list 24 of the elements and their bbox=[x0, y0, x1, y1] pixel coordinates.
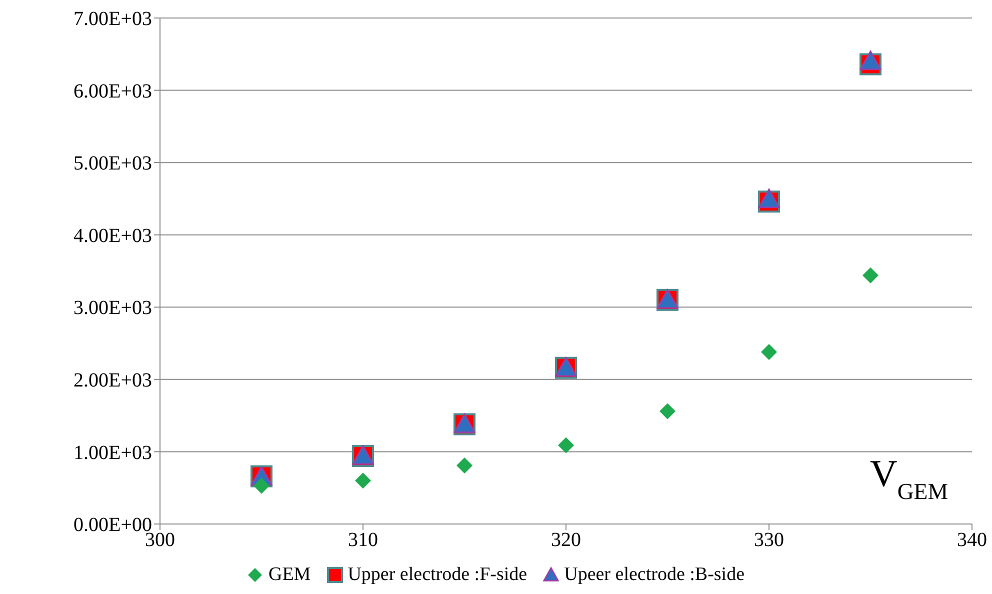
legend-label: Upper electrode :F-side bbox=[346, 564, 528, 586]
point bbox=[254, 478, 270, 494]
point bbox=[558, 437, 574, 454]
y-tick-label: 2.00E+03 bbox=[74, 370, 152, 392]
point bbox=[860, 50, 882, 70]
y-tick-label: 7.00E+03 bbox=[74, 8, 152, 30]
y-tick-label: 4.00E+03 bbox=[74, 224, 152, 247]
point bbox=[456, 457, 472, 474]
legend-label: Upeer electrode :B-side bbox=[563, 564, 745, 586]
point bbox=[862, 267, 878, 284]
point bbox=[660, 403, 676, 420]
point bbox=[761, 344, 777, 360]
point bbox=[355, 472, 371, 489]
point bbox=[758, 188, 780, 208]
x-tick-label: 340 bbox=[957, 529, 987, 552]
y-tick-label: 5.00E+03 bbox=[74, 152, 152, 175]
y-tick-label: 3.00E+03 bbox=[74, 297, 152, 320]
x-tick-label: 330 bbox=[754, 529, 784, 552]
legend-label: GEM bbox=[267, 564, 311, 586]
x-tick-label: 310 bbox=[348, 529, 378, 552]
y-tick-label: 1.00E+03 bbox=[74, 442, 152, 464]
y-tick-label: 6.00E+03 bbox=[74, 80, 152, 102]
x-axis-title: V$_{GEM}$ bbox=[870, 453, 948, 504]
x-tick-label: 320 bbox=[551, 529, 581, 552]
